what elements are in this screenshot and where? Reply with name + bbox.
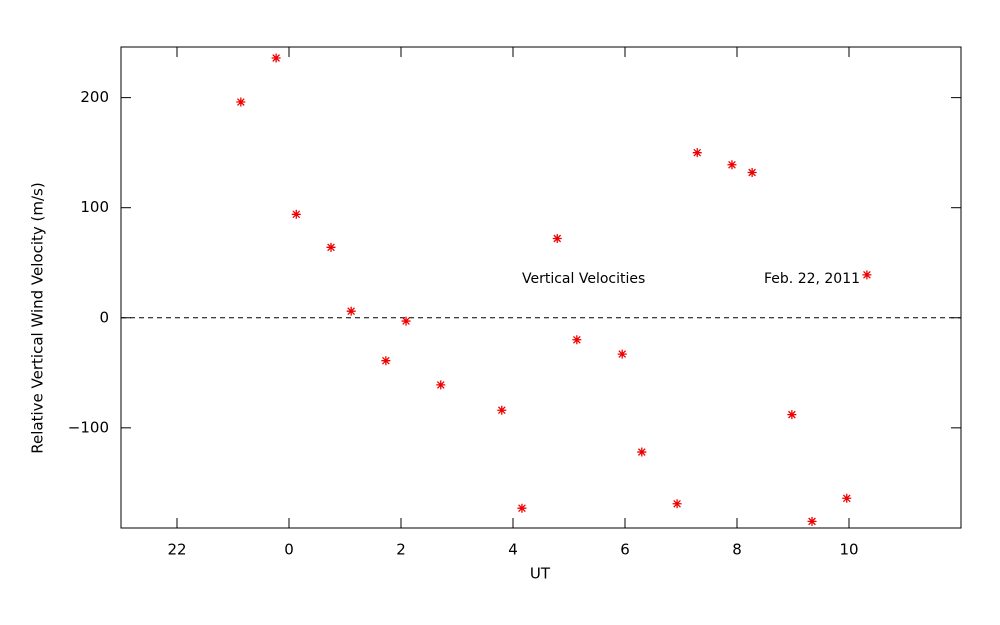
data-point [807,516,817,526]
y-tick-label: −100 [68,418,109,436]
annotation: Feb. 22, 2011 [764,271,860,287]
plot-frame [120,46,962,529]
data-point [517,503,527,513]
annotation: Vertical Velocities [522,271,645,287]
data-point [617,349,627,359]
data-point [787,410,797,420]
x-tick-label: 10 [839,541,858,559]
x-tick-label: 6 [620,541,630,559]
x-tick-label: 2 [396,541,406,559]
x-tick-label: 0 [284,541,294,559]
data-point [692,148,702,158]
data-point [381,356,391,366]
y-axis-label: Relative Vertical Wind Velocity (m/s) [29,182,47,453]
data-point [672,499,682,509]
data-point [401,316,411,326]
y-tick-label: 100 [80,198,109,216]
x-tick-label: 22 [167,541,186,559]
data-point [842,493,852,503]
data-point [436,380,446,390]
data-point [747,167,757,177]
data-point [637,447,647,457]
x-tick-label: 8 [732,541,742,559]
x-tick-label: 4 [508,541,518,559]
x-axis-label: UT [530,565,551,583]
data-point [271,53,281,63]
y-tick-label: 0 [99,308,109,326]
data-point [572,335,582,345]
data-point [862,270,872,280]
data-point [346,306,356,316]
data-point [727,160,737,170]
data-point [497,405,507,415]
y-tick-label: 200 [80,88,109,106]
data-point [291,209,301,219]
data-point [552,234,562,244]
data-point [236,97,246,107]
data-point [326,242,336,252]
